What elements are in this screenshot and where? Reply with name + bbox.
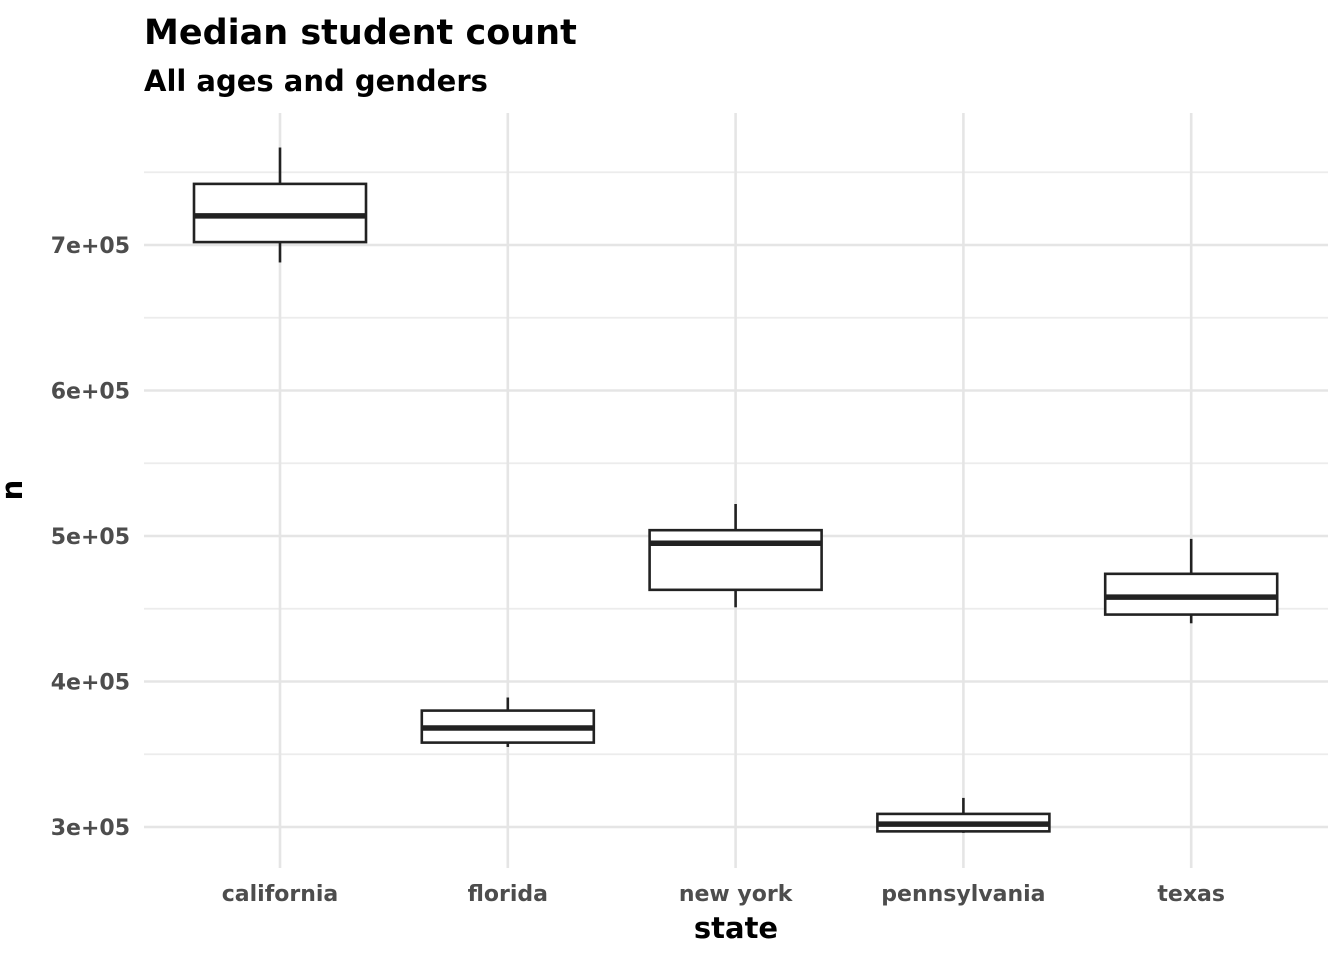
iqr-box: [648, 528, 823, 592]
box-california: [192, 147, 368, 263]
chart-subtitle: All ages and genders: [144, 64, 488, 98]
x-tick-label: new york: [679, 882, 794, 907]
box-new-york: [648, 503, 823, 608]
box-florida: [420, 697, 596, 747]
iqr-box: [192, 182, 368, 244]
box-texas: [1103, 538, 1279, 624]
x-tick-label: texas: [1157, 882, 1225, 907]
y-tick-label: 3e+05: [51, 816, 130, 841]
y-tick-label: 5e+05: [51, 525, 130, 550]
x-axis-title: state: [694, 911, 778, 945]
y-tick-label: 7e+05: [51, 234, 130, 259]
x-tick-label: florida: [468, 882, 548, 907]
box-pennsylvania: [876, 797, 1051, 833]
x-axis-ticks: california florida new york pennsylvania tex…: [222, 882, 1225, 907]
iqr-box: [1103, 572, 1279, 616]
y-axis-title: n: [0, 480, 29, 501]
x-tick-label: california: [222, 882, 339, 907]
y-tick-label: 4e+05: [51, 671, 130, 696]
y-tick-label: 6e+05: [51, 380, 130, 405]
chart-title: Median student count: [144, 13, 577, 53]
x-tick-label: pennsylvania: [881, 882, 1045, 907]
boxes: [192, 147, 1279, 833]
y-axis-ticks: 3e+05 4e+05 5e+05 6e+05 7e+05: [51, 234, 130, 841]
